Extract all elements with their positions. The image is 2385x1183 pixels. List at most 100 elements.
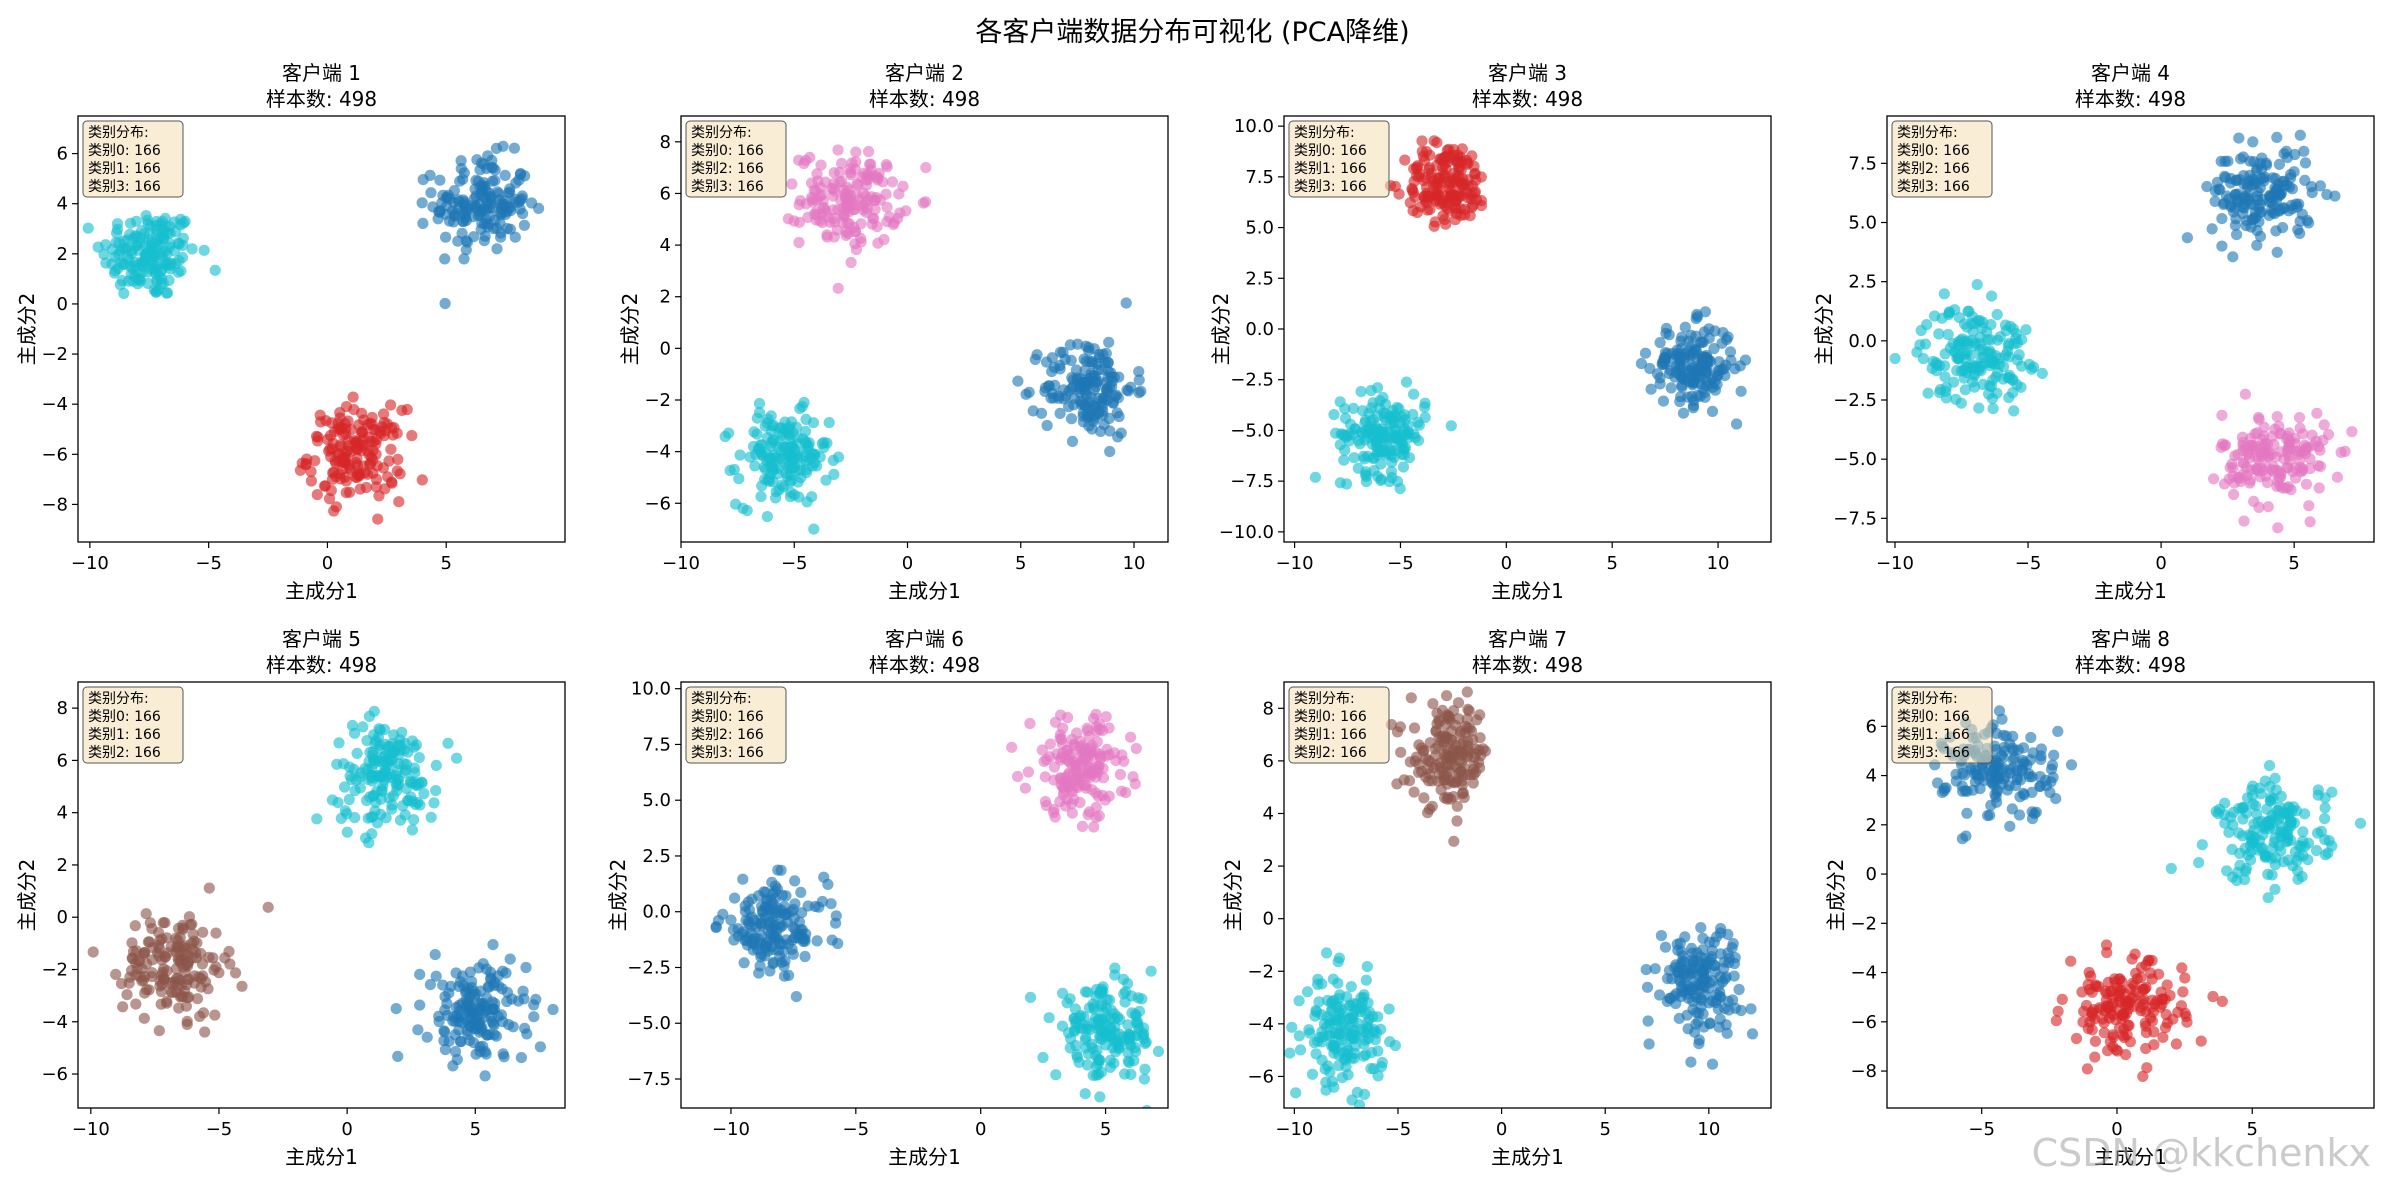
data-point <box>1658 352 1670 364</box>
data-point <box>1745 1003 1757 1015</box>
data-point <box>829 185 841 197</box>
data-point <box>1444 714 1456 726</box>
data-point <box>1699 352 1711 364</box>
data-point <box>1948 376 1960 388</box>
data-point <box>1713 1021 1725 1033</box>
data-point <box>2248 440 2260 452</box>
data-point <box>789 875 801 887</box>
data-point <box>1029 353 1041 365</box>
data-point <box>433 1015 445 1028</box>
series-3 <box>2050 939 2228 1082</box>
x-tick-label: 0 <box>2155 553 2166 574</box>
data-point <box>786 178 798 190</box>
y-tick-label: −2 <box>41 344 68 365</box>
data-point <box>442 737 454 749</box>
data-point <box>2319 813 2331 825</box>
subplot-title: 客户端 2 <box>885 61 964 85</box>
data-point <box>1684 967 1696 980</box>
data-point <box>1342 1069 1354 1081</box>
data-point <box>2011 354 2023 366</box>
data-point <box>782 442 795 454</box>
data-point <box>1100 750 1112 762</box>
data-point <box>2272 522 2284 534</box>
scatter-points <box>1309 135 1752 495</box>
y-tick-label: 5.0 <box>1848 213 1877 234</box>
data-point <box>1461 187 1473 199</box>
data-point <box>1969 360 1981 372</box>
data-point <box>756 439 768 451</box>
data-point <box>176 251 189 264</box>
data-point <box>1953 338 1965 350</box>
data-point <box>828 468 840 480</box>
data-point <box>1644 362 1656 375</box>
data-point <box>853 194 865 206</box>
data-point <box>2047 771 2059 784</box>
y-tick-label: −4 <box>644 442 671 463</box>
y-tick-label: −2 <box>1247 961 1274 982</box>
data-point <box>1377 443 1389 456</box>
data-point <box>189 970 201 982</box>
y-tick-label: −4 <box>1850 963 1877 984</box>
data-point <box>1090 708 1102 720</box>
data-point <box>832 937 844 950</box>
x-tick-label: −5 <box>843 1119 870 1140</box>
data-point <box>2293 412 2306 424</box>
data-point <box>1462 174 1474 186</box>
data-point <box>1967 311 1979 323</box>
data-point <box>429 949 441 961</box>
x-tick-label: 0 <box>341 1119 352 1140</box>
data-point <box>2238 515 2250 527</box>
data-point <box>547 1003 559 1016</box>
data-point <box>1360 466 1372 478</box>
data-point <box>2261 850 2273 863</box>
info-box-line: 类别3: 166 <box>1897 745 1970 761</box>
x-axis-label: 主成分1 <box>285 1145 358 1169</box>
data-point <box>2113 1022 2126 1034</box>
data-point <box>1685 1056 1697 1068</box>
x-tick-label: −10 <box>72 1119 110 1140</box>
data-point <box>1057 987 1069 999</box>
data-point <box>406 430 418 442</box>
data-point <box>1067 769 1079 781</box>
data-point <box>347 391 359 403</box>
data-point <box>1665 382 1677 394</box>
data-point <box>1323 1029 1335 1041</box>
y-tick-label: 5.0 <box>642 790 671 811</box>
y-tick-label: −6 <box>1247 1066 1274 1087</box>
data-point <box>886 176 899 188</box>
subplot-subtitle: 样本数: 498 <box>1472 87 1583 111</box>
data-point <box>1728 970 1740 982</box>
data-point <box>181 978 193 991</box>
data-point <box>1358 1088 1371 1100</box>
data-point <box>349 727 361 739</box>
data-point <box>439 253 451 265</box>
data-point <box>418 788 430 800</box>
data-point <box>1416 135 1428 147</box>
data-point <box>742 896 755 908</box>
y-tick-label: 0 <box>57 907 68 928</box>
data-point <box>1294 1044 1307 1056</box>
data-point <box>1065 784 1077 796</box>
data-point <box>793 236 805 249</box>
data-point <box>2219 797 2231 809</box>
y-tick-label: −6 <box>1850 1012 1877 1033</box>
x-tick-label: 5 <box>1015 553 1026 574</box>
data-point <box>763 920 776 932</box>
data-point <box>1710 997 1722 1009</box>
data-point <box>1471 714 1483 726</box>
data-point <box>1399 442 1412 454</box>
figure-title: 各客户端数据分布可视化 (PCA降维) <box>975 17 1410 48</box>
data-point <box>168 216 181 228</box>
data-point <box>1103 790 1115 802</box>
data-point <box>2284 815 2296 828</box>
data-point <box>203 882 215 894</box>
info-box <box>1891 120 1993 198</box>
data-point <box>1104 445 1116 458</box>
x-tick-label: −5 <box>781 553 808 574</box>
data-point <box>2311 407 2323 419</box>
data-point <box>1461 769 1473 781</box>
data-point <box>814 182 827 194</box>
